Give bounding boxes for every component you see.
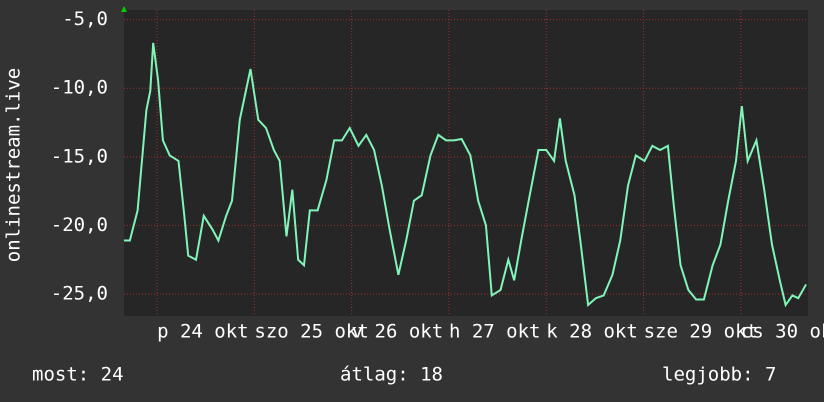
x-tick-label: szo 25 okt	[254, 321, 368, 343]
y-tick-label: -10,0	[51, 77, 108, 99]
data-line	[124, 42, 807, 308]
footer-best: legjobb: 7	[662, 364, 776, 386]
axis-arrow	[121, 6, 127, 12]
y-tick-label: -20,0	[51, 214, 108, 236]
y-axis-label: onlinestream.live	[3, 68, 25, 262]
x-tick-label: v 26 okt	[352, 321, 444, 343]
plot-area	[124, 10, 808, 316]
footer-current: most: 24	[32, 364, 124, 386]
x-tick-label: cs 30 okt	[741, 321, 824, 343]
x-tick-label: k 28 okt	[546, 321, 638, 343]
x-tick-label: sze 29 okt	[644, 321, 758, 343]
x-tick-label: h 27 okt	[449, 321, 541, 343]
x-tick-label: p 24 okt	[157, 321, 249, 343]
y-tick-label: -15,0	[51, 145, 108, 167]
y-tick-label: -5,0	[62, 8, 108, 30]
footer-average: átlag: 18	[340, 364, 443, 386]
y-tick-label: -25,0	[51, 283, 108, 305]
